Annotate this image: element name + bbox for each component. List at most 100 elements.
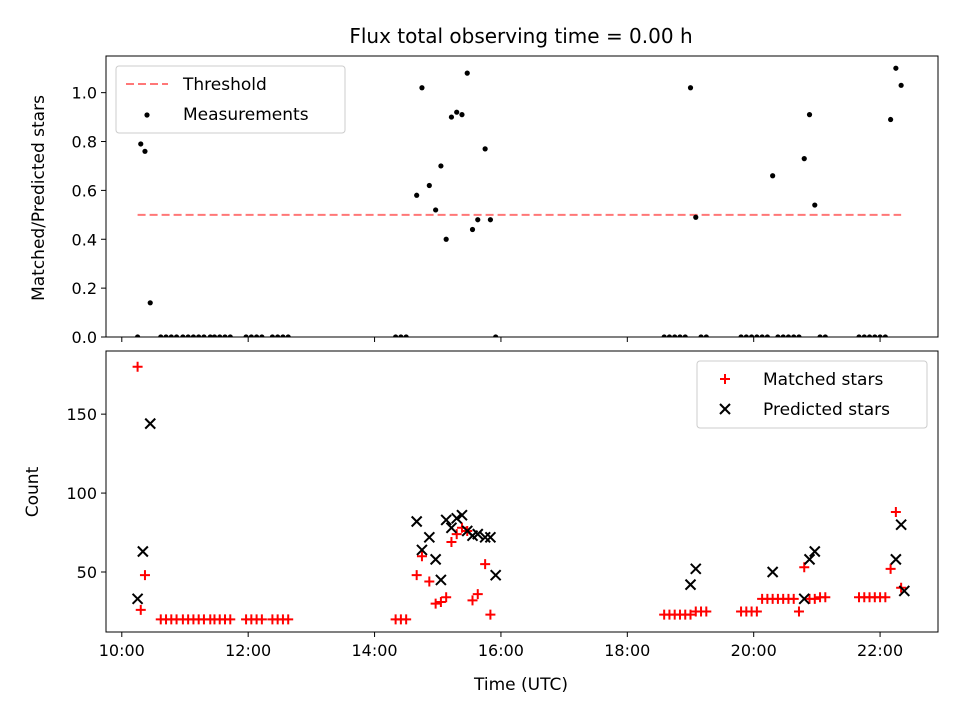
matched-stars-point <box>283 614 294 625</box>
measurement-point <box>248 334 254 337</box>
measurement-point <box>806 112 813 118</box>
count-plot-area: 50 100 150 10:00 12:00 14:00 16:00 18:00 20:00 22… <box>66 350 939 660</box>
measurement-point <box>661 334 667 337</box>
measurement-point <box>770 173 776 179</box>
x-tick-label: 14:00 <box>352 641 398 660</box>
legend-matched-swatch <box>720 374 730 384</box>
measurement-point <box>138 141 144 147</box>
measurement-point <box>196 334 202 337</box>
measurement-point <box>134 334 141 337</box>
matched-stars-point <box>446 537 457 548</box>
measurement-point <box>185 334 191 337</box>
measurement-point <box>426 182 432 189</box>
measurement-point <box>785 334 792 337</box>
measurement-point <box>754 334 760 337</box>
matched-stars-point <box>685 609 696 620</box>
measurement-point <box>882 334 888 337</box>
predicted-stars-point <box>450 512 463 525</box>
measurement-point <box>672 334 678 337</box>
measurement-point <box>780 334 786 337</box>
series-layer <box>131 361 911 625</box>
measurement-point <box>269 334 275 337</box>
matched-stars-point <box>139 570 150 581</box>
predicted-stars-point <box>445 522 458 534</box>
matched-stars-point <box>880 592 891 603</box>
matched-stars-point <box>451 529 462 540</box>
legend-measurements-swatch <box>144 112 150 118</box>
matched-stars-point <box>788 593 799 604</box>
matched-stars-point <box>416 551 427 562</box>
measurement-point <box>872 334 878 337</box>
measurement-point <box>398 334 404 337</box>
matched-stars-point <box>480 559 491 570</box>
matched-stars-point <box>467 595 478 606</box>
y-tick-label: 0.4 <box>72 230 97 249</box>
predicted-stars-point <box>472 528 484 540</box>
predicted-stars-point <box>435 574 447 586</box>
matched-stars-point <box>485 609 496 620</box>
measurement-point <box>703 334 709 337</box>
measurement-point <box>254 334 260 337</box>
measurement-point <box>173 334 180 337</box>
ratio-panel: Flux total observing time = 0.00 h 0.0 0.… <box>29 24 939 347</box>
measurement-point <box>180 334 186 337</box>
matched-stars-point <box>885 563 896 574</box>
measurement-point <box>898 82 904 88</box>
legend-matched-label: Matched stars <box>763 370 883 390</box>
measurement-point <box>227 334 233 337</box>
matched-stars-point <box>430 598 441 609</box>
measurement-point <box>666 334 673 337</box>
ratio-plot-area: 0.0 0.2 0.4 0.6 0.8 1.0 <box>72 55 939 347</box>
measurement-point <box>687 85 694 91</box>
predicted-stars-point <box>489 569 502 581</box>
predicted-stars-point <box>456 509 468 521</box>
predicted-stars-point <box>684 578 697 591</box>
measurement-point <box>163 334 169 337</box>
measurement-point <box>693 214 699 220</box>
matched-stars-point <box>751 606 762 617</box>
matched-stars-point <box>225 614 236 625</box>
series-layer <box>134 65 904 337</box>
measurement-point <box>393 334 399 337</box>
predicted-stars-point <box>423 531 436 543</box>
matched-stars-point <box>472 589 483 600</box>
y-tick-label: 0.0 <box>72 328 97 347</box>
count-panel: 50 100 150 10:00 12:00 14:00 16:00 18:00 20:00 22… <box>23 350 939 695</box>
predicted-stars-point <box>890 553 902 566</box>
measurement-point <box>759 334 765 337</box>
measurement-point <box>856 334 862 337</box>
y-tick-label: 0.2 <box>72 279 97 298</box>
measurement-point <box>280 334 286 337</box>
measurement-point <box>459 112 465 118</box>
measurement-point <box>482 146 488 152</box>
measurement-point <box>475 217 481 223</box>
y-tick-label: 1.0 <box>72 84 97 103</box>
legend-predicted-label: Predicted stars <box>763 400 890 420</box>
count-legend: Matched stars Predicted stars <box>696 360 928 429</box>
matched-stars-point <box>441 592 452 603</box>
legend-measurements-label: Measurements <box>183 105 309 125</box>
measurement-point <box>414 192 420 198</box>
y-tick-label: 0.8 <box>72 133 97 152</box>
y-tick-label: 100 <box>66 484 97 503</box>
y-tick-label: 50 <box>77 563 97 582</box>
measurement-point <box>822 334 828 337</box>
measurement-point <box>764 334 770 337</box>
chart-title: Flux total observing time = 0.00 h <box>349 24 692 48</box>
measurement-point <box>142 148 148 154</box>
measurement-point <box>222 334 228 337</box>
measurement-point <box>275 334 281 337</box>
predicted-stars-point <box>137 545 149 558</box>
predicted-stars-point <box>803 553 816 566</box>
measurement-point <box>738 334 744 337</box>
predicted-stars-point <box>410 515 423 528</box>
measurement-point <box>443 236 449 242</box>
x-tick-label: 22:00 <box>857 641 903 660</box>
ratio-legend: Threshold Measurements <box>115 65 346 134</box>
measurement-point <box>285 334 291 337</box>
measurement-point <box>791 334 797 337</box>
ratio-y-axis-label: Matched/Predicted stars <box>29 95 49 301</box>
matched-stars-point <box>890 507 901 518</box>
predicted-stars-point <box>131 593 144 605</box>
measurement-point <box>493 334 499 337</box>
